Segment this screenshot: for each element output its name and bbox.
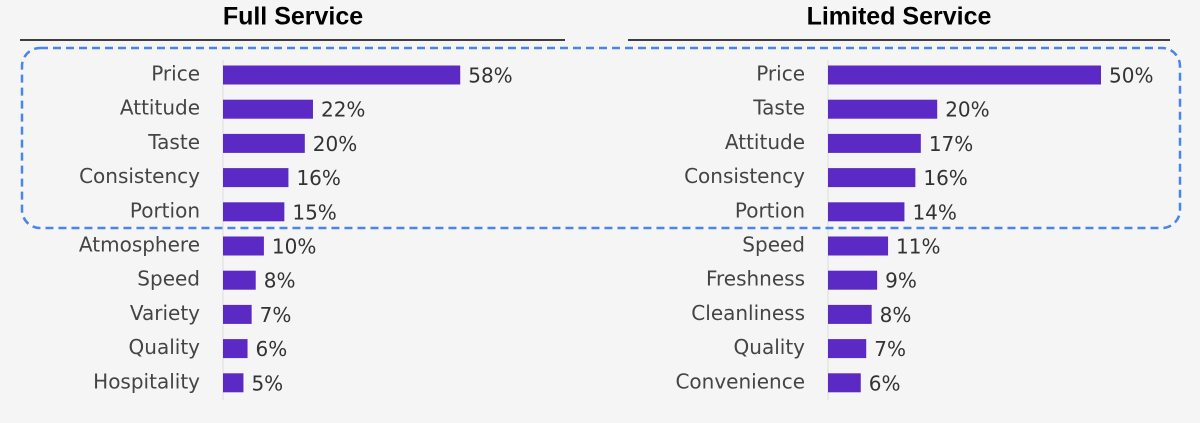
bar [223,65,461,85]
category-label: Consistency [684,164,805,188]
value-label: 11% [896,235,940,259]
bar [223,270,256,290]
value-label: 10% [272,235,316,259]
highlight-box [20,46,1182,230]
category-label: Hospitality [93,369,200,393]
bar [828,373,861,393]
bar [828,99,938,119]
bar [223,168,289,188]
bar [223,373,244,393]
bar [223,236,264,256]
value-label: 15% [292,200,336,224]
category-label: Speed [742,233,805,257]
bar [223,99,313,119]
bar [223,133,305,153]
chart-title: Limited Service [807,3,992,31]
category-label: Taste [752,96,805,120]
value-label: 8% [264,269,296,293]
category-label: Cleanliness [691,301,805,325]
category-label: Taste [147,130,200,154]
value-label: 9% [885,269,917,293]
value-label: 20% [313,132,357,156]
bar [828,270,878,290]
bar [828,133,921,153]
category-label: Attitude [120,96,200,120]
category-label: Quality [129,335,201,359]
bar [223,202,285,222]
value-label: 6% [256,337,288,361]
category-label: Attitude [725,130,805,154]
value-label: 5% [251,371,283,395]
category-label: Variety [130,301,200,325]
bar [828,236,889,256]
category-label: Speed [137,267,200,291]
value-label: 22% [321,98,365,122]
value-label: 58% [468,64,512,88]
value-label: 16% [923,166,967,190]
category-label: Quality [734,335,806,359]
bar [828,304,872,324]
category-label: Portion [735,198,805,222]
value-label: 7% [260,303,292,327]
category-label: Price [151,62,200,86]
value-label: 7% [874,337,906,361]
value-label: 50% [1109,64,1153,88]
category-label: Freshness [706,267,805,291]
bar [223,304,252,324]
category-label: Portion [130,198,200,222]
chart-title: Full Service [223,3,363,31]
bar [828,339,867,359]
bar [828,202,905,222]
value-label: 20% [945,98,989,122]
category-label: Consistency [79,164,200,188]
bar [828,168,916,188]
bar [223,339,248,359]
value-label: 6% [869,371,901,395]
category-label: Convenience [675,369,805,393]
value-label: 16% [296,166,340,190]
category-label: Price [756,62,805,86]
category-label: Atmosphere [79,233,200,257]
bar [828,65,1101,85]
value-label: 17% [929,132,973,156]
value-label: 8% [880,303,912,327]
value-label: 14% [912,200,956,224]
